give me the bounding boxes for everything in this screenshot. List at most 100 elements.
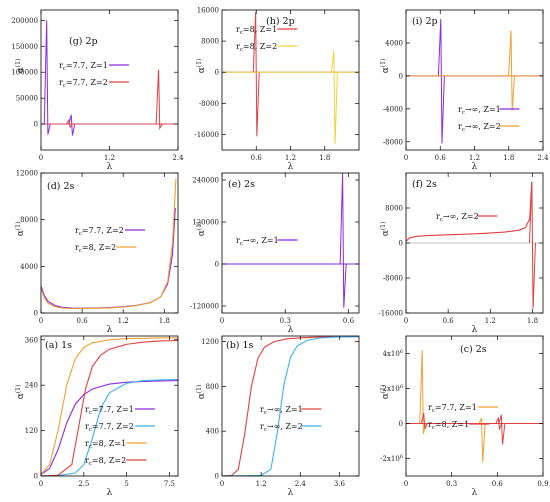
panel-g: 0 1.2 2.4 0 50000 100000 150000 200000 λ α(1) (g) … — [11, 9, 184, 172]
y-axis-label: α(1) — [15, 59, 26, 74]
legend-label: rc=8, Z=2 — [236, 42, 277, 53]
y-axis-label: α(1) — [15, 222, 26, 237]
y-tick-label: 0 — [215, 261, 219, 269]
y-tick-label: -8000 — [383, 275, 403, 283]
y-tick-label: 100000 — [11, 69, 38, 77]
legend-symbol: r — [458, 122, 462, 131]
panel-title: (b) 1s — [226, 340, 254, 351]
legend-subscript: c — [264, 410, 267, 416]
x-tick-label: 1.2 — [104, 154, 115, 162]
legend-text: →∞, Z=2 — [267, 422, 303, 431]
legend-label: rc=8, Z=1 — [85, 439, 126, 450]
series-line — [41, 207, 176, 309]
legend-label: rc=7.7, Z=1 — [85, 405, 134, 416]
series-spike — [420, 412, 428, 429]
y-axis-label: α(1) — [380, 385, 391, 400]
series-spike — [155, 69, 163, 131]
y-tick-label: -16000 — [194, 131, 219, 139]
legend-label: rc=7.7, Z=1 — [59, 61, 108, 72]
x-tick-label: 0.6 — [492, 480, 504, 488]
legend-text: =8, Z=1 — [92, 439, 126, 448]
y-tick-label: 800 — [206, 383, 219, 391]
y-tick-label: 16000 — [197, 7, 219, 15]
x-tick-label: 2.4 — [537, 154, 549, 162]
x-axis-label: λ — [288, 162, 294, 172]
y-tick-label: 4x106 — [383, 349, 404, 358]
legend-label: rc=7.7, Z=2 — [59, 78, 108, 89]
x-tick-label: 0 — [39, 480, 43, 488]
legend-label: rc=8, Z=2 — [75, 243, 116, 254]
y-tick-label: 240 — [25, 382, 38, 390]
series-spike — [419, 349, 427, 435]
x-tick-label: 1.2 — [485, 317, 496, 325]
legend-symbol: r — [85, 456, 89, 465]
series-line — [41, 378, 178, 476]
y-axis-label-sup: (1) — [15, 222, 22, 231]
legend-text: =7.7, Z=1 — [66, 61, 108, 70]
panel-f: 0 0.6 1.2 1.8 -16000 -8000 0 8000 λ α(1) (f) 2s rc→… — [378, 172, 544, 335]
panel-i: 0 0.6 1.2 1.8 2.4 -8000 -4000 0 4000 λ α(1) (i) 2p r… — [380, 9, 549, 172]
x-axis-label: λ — [472, 325, 478, 335]
x-tick-label: 7.5 — [164, 480, 175, 488]
x-axis-label: λ — [107, 325, 113, 335]
plot-frame — [221, 335, 360, 477]
x-tick-label: 3.6 — [334, 480, 346, 488]
series-spike — [339, 173, 347, 308]
x-tick-label: 0 — [404, 480, 408, 488]
x-tick-label: 0.9 — [537, 480, 548, 488]
y-tick-label: 240000 — [192, 177, 219, 185]
series-spike — [330, 50, 338, 145]
x-axis-label: λ — [288, 488, 294, 498]
y-tick-label: -120000 — [190, 303, 219, 311]
y-axis-label: α(1) — [380, 59, 391, 74]
panel-h: 0.6 1.2 1.8 -16000 -8000 0 8000 16000 λ α(1) (h) 2… — [194, 7, 360, 172]
y-tick-label: 2x106 — [383, 384, 404, 393]
legend-subscript: c — [63, 66, 66, 72]
legend-label: rc→∞, Z=1 — [458, 105, 501, 116]
plot-frame — [405, 335, 544, 477]
legend-subscript: c — [240, 30, 243, 36]
legend-subscript: c — [89, 444, 92, 450]
legend-text: =7.7, Z=2 — [92, 422, 134, 431]
series-spike — [66, 118, 73, 129]
y-tick-exponent: 6 — [400, 349, 403, 355]
series-line — [406, 181, 533, 242]
legend-subscript: c — [462, 110, 465, 116]
legend-text: =8, Z=1 — [435, 420, 469, 429]
legend-text: →∞, Z=1 — [267, 405, 303, 414]
y-tick-label: 0 — [34, 310, 38, 318]
legend-subscript: c — [89, 461, 92, 467]
series-line — [222, 336, 359, 476]
series-group — [41, 337, 178, 476]
legend-label: rc→∞, Z=1 — [260, 405, 303, 416]
y-axis-label: α(1) — [196, 385, 207, 400]
y-tick-label: -8000 — [199, 100, 219, 108]
x-axis-label: λ — [107, 488, 113, 498]
legend-text: =8, Z=2 — [92, 456, 126, 465]
series-spike — [43, 20, 51, 135]
x-tick-label: 1.8 — [319, 154, 330, 162]
legend-text: =7.7, Z=2 — [66, 78, 108, 87]
series-line — [41, 178, 177, 310]
legend-text: =7.7, Z=2 — [82, 226, 124, 235]
legend-text: =8, Z=2 — [82, 243, 116, 252]
legend-label: rc=7.7, Z=2 — [85, 422, 134, 433]
y-tick-label: 0 — [399, 420, 403, 428]
legend-label: rc→∞, Z=2 — [458, 122, 501, 133]
y-axis-label-sup: (1) — [196, 59, 203, 68]
series-spike — [528, 181, 536, 309]
y-tick-label: 0 — [215, 69, 219, 77]
series-spike — [508, 30, 516, 111]
y-tick-label: 0 — [399, 72, 403, 80]
y-axis-label-sup: (1) — [15, 385, 22, 394]
x-tick-label: 1.2 — [285, 154, 296, 162]
y-axis-label-sup: (1) — [15, 59, 22, 68]
y-tick-label: 4000 — [20, 263, 38, 271]
legend-label: rc→∞, Z=2 — [436, 212, 479, 223]
series-spike — [498, 414, 506, 445]
y-tick-label: 200000 — [11, 17, 38, 25]
x-tick-label: 2.4 — [172, 154, 184, 162]
x-tick-label: 1.2 — [256, 480, 267, 488]
legend-subscript: c — [89, 410, 92, 416]
